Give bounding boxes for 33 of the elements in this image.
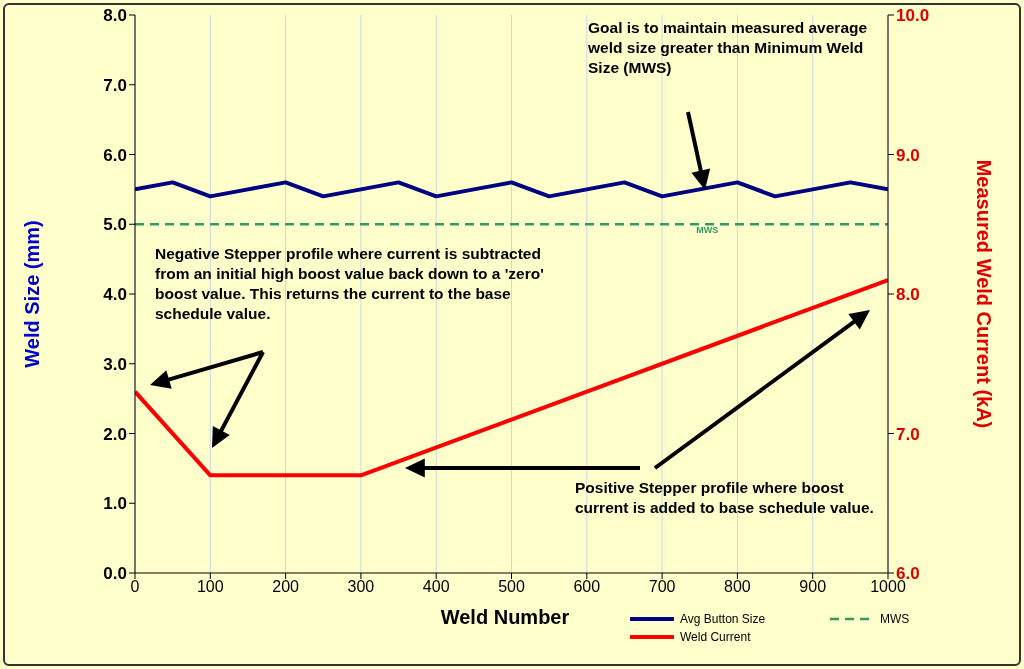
- annotation: Positive Stepper profile where boost current is added to base schedule value.: [575, 478, 875, 518]
- y-tick-label: 7.0: [103, 75, 127, 95]
- x-tick-label: 700: [648, 578, 676, 596]
- y2-tick-label: 9.0: [896, 145, 920, 165]
- y-tick-label: 0.0: [103, 564, 127, 584]
- x-tick-label: 600: [573, 578, 601, 596]
- legend-label: MWS: [880, 612, 910, 626]
- y2-tick-label: 7.0: [896, 424, 920, 444]
- x-tick-label: 0: [130, 578, 140, 596]
- x-tick-label: 500: [498, 578, 525, 596]
- y-tick-label: 3.0: [103, 354, 127, 374]
- y2-tick-label: 10.0: [896, 6, 930, 26]
- y-axis-title: Weld Size (mm): [21, 220, 44, 368]
- y-tick-label: 1.0: [103, 494, 127, 514]
- annotation: Goal is to maintain measured average weld size greater than Minimum Weld Size (MWS): [588, 18, 869, 78]
- legend-label: Weld Current: [680, 630, 751, 644]
- y2-axis-title: Measured Weld Current (kA): [972, 159, 995, 429]
- x-axis-title: Weld Number: [439, 606, 571, 629]
- x-tick-label: 400: [422, 578, 450, 596]
- y2-tick-label: 8.0: [896, 285, 920, 305]
- annotation: Negative Stepper profile where current is subtracted from an initial high boost value back down to a 'zero' boost value. This returns the current to the base schedule value.: [155, 244, 545, 324]
- y-tick-label: 8.0: [103, 6, 127, 26]
- x-tick-label: 800: [724, 578, 751, 596]
- legend-label: Avg Button Size: [680, 612, 766, 626]
- x-tick-label: 300: [347, 578, 375, 596]
- x-tick-label: 200: [272, 578, 300, 596]
- y-tick-label: 5.0: [103, 215, 127, 235]
- x-tick-label: 900: [799, 578, 827, 596]
- x-tick-label: 100: [196, 578, 224, 596]
- y-tick-label: 4.0: [103, 285, 127, 305]
- annotation: MWS: [695, 224, 720, 235]
- y-tick-label: 6.0: [103, 145, 127, 165]
- y-tick-label: 2.0: [103, 424, 127, 444]
